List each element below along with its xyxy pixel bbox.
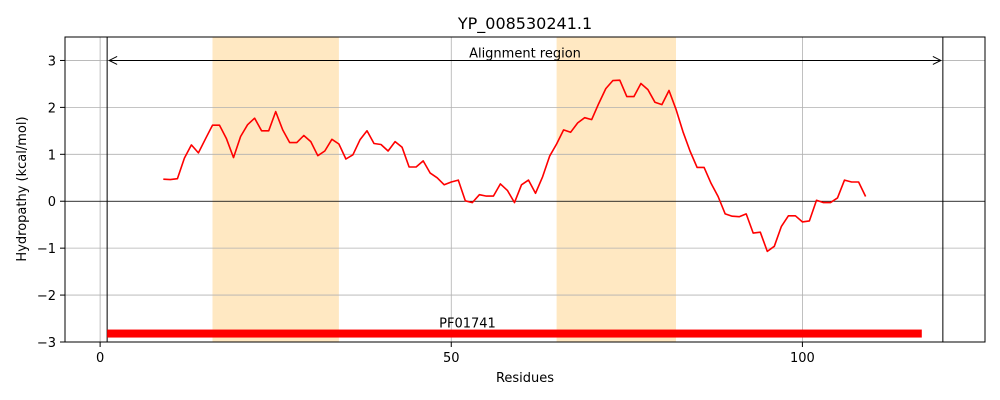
x-tick-label: 100 xyxy=(790,351,815,366)
y-axis-label: Hydropathy (kcal/mol) xyxy=(15,116,30,261)
alignment-arrow-left-head xyxy=(108,56,118,65)
chart-title: YP_008530241.1 xyxy=(457,14,592,34)
alignment-region-label: Alignment region xyxy=(469,46,581,61)
highlight-region xyxy=(556,37,676,342)
y-tick-label: 2 xyxy=(48,101,56,116)
plot-frame xyxy=(64,36,986,343)
domain-bar-label: PF01741 xyxy=(439,317,496,332)
x-axis-label: Residues xyxy=(496,371,554,386)
y-tick-label: 1 xyxy=(48,148,56,163)
y-tick-label: −2 xyxy=(37,289,56,304)
x-tick-label: 50 xyxy=(443,351,460,366)
hydropathy-series-line xyxy=(163,79,867,253)
y-tick-label: 0 xyxy=(48,195,56,210)
x-tick-label: 0 xyxy=(96,351,104,366)
domain-bar xyxy=(107,329,922,338)
highlight-region xyxy=(212,37,339,342)
y-tick-label: 3 xyxy=(48,54,56,69)
y-tick-label: −3 xyxy=(37,336,56,351)
y-tick-label: −1 xyxy=(37,242,56,257)
alignment-arrow-right-head xyxy=(932,56,942,65)
